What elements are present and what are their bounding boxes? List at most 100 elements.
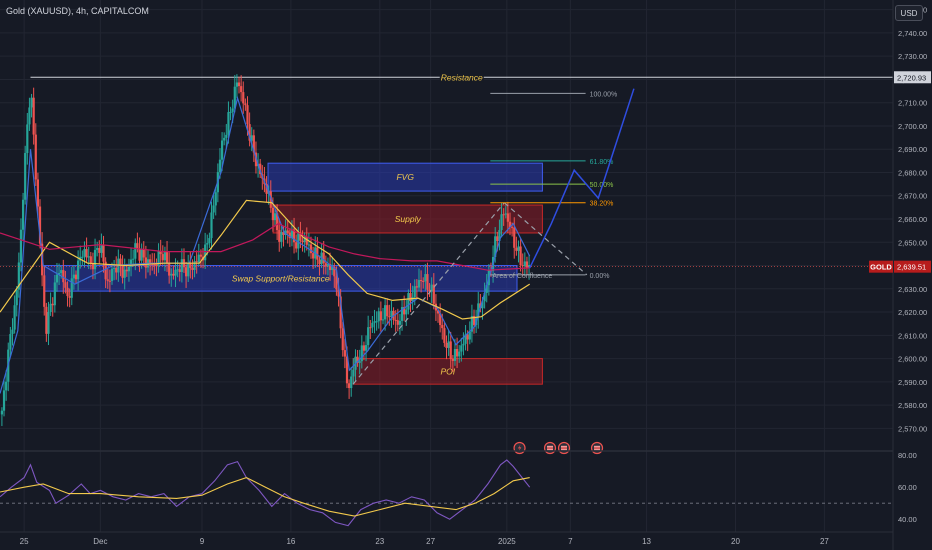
y-tick-label: 2,740.00 bbox=[898, 29, 927, 38]
candle-body bbox=[460, 345, 463, 352]
candle-body bbox=[337, 289, 340, 297]
candle-body bbox=[445, 342, 448, 348]
candle-body bbox=[458, 351, 461, 357]
candle-body bbox=[30, 97, 33, 108]
x-tick-label: Dec bbox=[93, 537, 107, 546]
current-price-value: 2,639.51 bbox=[897, 263, 926, 272]
flag-stripe bbox=[594, 447, 601, 449]
y-tick-label: 2,710.00 bbox=[898, 99, 927, 108]
candle-body bbox=[517, 246, 520, 251]
candle-body bbox=[432, 284, 435, 304]
candle-body bbox=[400, 307, 404, 321]
candle-body bbox=[362, 345, 366, 351]
dashed-trend-line bbox=[352, 202, 505, 385]
candle-body bbox=[506, 213, 509, 222]
candle-body bbox=[409, 293, 412, 302]
candle-body bbox=[322, 252, 325, 264]
candle-body bbox=[132, 258, 135, 260]
candle-body bbox=[419, 280, 423, 282]
candle-body bbox=[72, 274, 75, 279]
candle-body bbox=[379, 311, 382, 321]
candle-body bbox=[371, 322, 374, 328]
candle-body bbox=[468, 331, 471, 340]
candle-body bbox=[172, 273, 175, 276]
resistance-label-bg bbox=[439, 71, 484, 83]
rsi-y-tick-label: 60.00 bbox=[898, 483, 917, 492]
candle-body bbox=[502, 214, 505, 216]
candle-body bbox=[250, 135, 253, 141]
candle-body bbox=[81, 256, 84, 258]
candle-body bbox=[89, 256, 92, 263]
candle-body bbox=[66, 287, 69, 297]
symbol-tag bbox=[869, 260, 893, 273]
fib-level-label: 50.00% bbox=[590, 182, 614, 189]
candle-body bbox=[278, 230, 281, 242]
candle-body bbox=[333, 266, 336, 277]
candle-body bbox=[115, 267, 118, 273]
x-tick-label: 7 bbox=[568, 537, 573, 546]
candle-body bbox=[447, 341, 450, 348]
candle-body bbox=[191, 267, 194, 270]
candle-body bbox=[386, 305, 389, 317]
candle-body bbox=[324, 263, 327, 267]
y-tick-label: 2,650.00 bbox=[898, 238, 927, 247]
candle-body bbox=[9, 334, 12, 350]
candle-body bbox=[284, 230, 287, 235]
candle-body bbox=[462, 343, 465, 346]
candle-body bbox=[303, 236, 306, 243]
candle-body bbox=[288, 232, 291, 239]
candle-body bbox=[204, 244, 207, 261]
candle-body bbox=[53, 282, 56, 306]
zone-label: Supply bbox=[395, 214, 422, 224]
candle-body bbox=[422, 281, 425, 283]
candle-body bbox=[184, 267, 188, 277]
candle-body bbox=[455, 349, 459, 357]
flash-icon bbox=[517, 444, 522, 452]
candle-body bbox=[307, 244, 310, 246]
candle-body bbox=[125, 269, 128, 272]
candle-body bbox=[214, 192, 217, 206]
candle-body bbox=[70, 278, 73, 298]
y-tick-label: 2,670.00 bbox=[898, 192, 927, 201]
candle-body bbox=[2, 390, 6, 411]
candle-body bbox=[212, 205, 215, 213]
candle-body bbox=[134, 243, 137, 259]
candle-body bbox=[318, 259, 321, 265]
y-tick-label: 2,600.00 bbox=[898, 355, 927, 364]
candle-body bbox=[51, 303, 54, 306]
candle-body bbox=[17, 262, 20, 290]
candle-body bbox=[388, 316, 391, 318]
x-tick-label: 27 bbox=[820, 537, 829, 546]
candle-body bbox=[159, 251, 162, 255]
zone-supply bbox=[272, 204, 543, 234]
x-tick-label: 16 bbox=[286, 537, 295, 546]
candle-body bbox=[439, 313, 442, 326]
candle-body bbox=[104, 261, 107, 280]
currency-button[interactable]: USD bbox=[895, 5, 923, 21]
candle-body bbox=[415, 286, 418, 288]
candle-body bbox=[195, 261, 198, 263]
candle-body bbox=[15, 289, 18, 306]
symbol-tag-label: GOLD bbox=[870, 263, 892, 272]
candle-body bbox=[280, 232, 283, 242]
y-tick-label: 2,680.00 bbox=[898, 168, 927, 177]
projected-path bbox=[529, 88, 635, 269]
candle-body bbox=[38, 206, 42, 244]
candle-body bbox=[197, 254, 200, 263]
candle-body bbox=[405, 309, 408, 315]
candle-body bbox=[155, 264, 158, 267]
candle-body bbox=[240, 86, 243, 93]
candle-body bbox=[93, 249, 97, 270]
candle-body bbox=[235, 82, 239, 87]
candle-body bbox=[301, 240, 304, 243]
candle-body bbox=[360, 345, 363, 362]
candle-body bbox=[436, 310, 440, 314]
candle-body bbox=[381, 319, 385, 321]
candle-body bbox=[170, 273, 173, 276]
candle-body bbox=[364, 345, 368, 351]
candle-body bbox=[110, 268, 114, 281]
candle-body bbox=[508, 221, 512, 228]
candle-body bbox=[297, 233, 300, 249]
y-tick-label: 2,690.00 bbox=[898, 145, 927, 154]
